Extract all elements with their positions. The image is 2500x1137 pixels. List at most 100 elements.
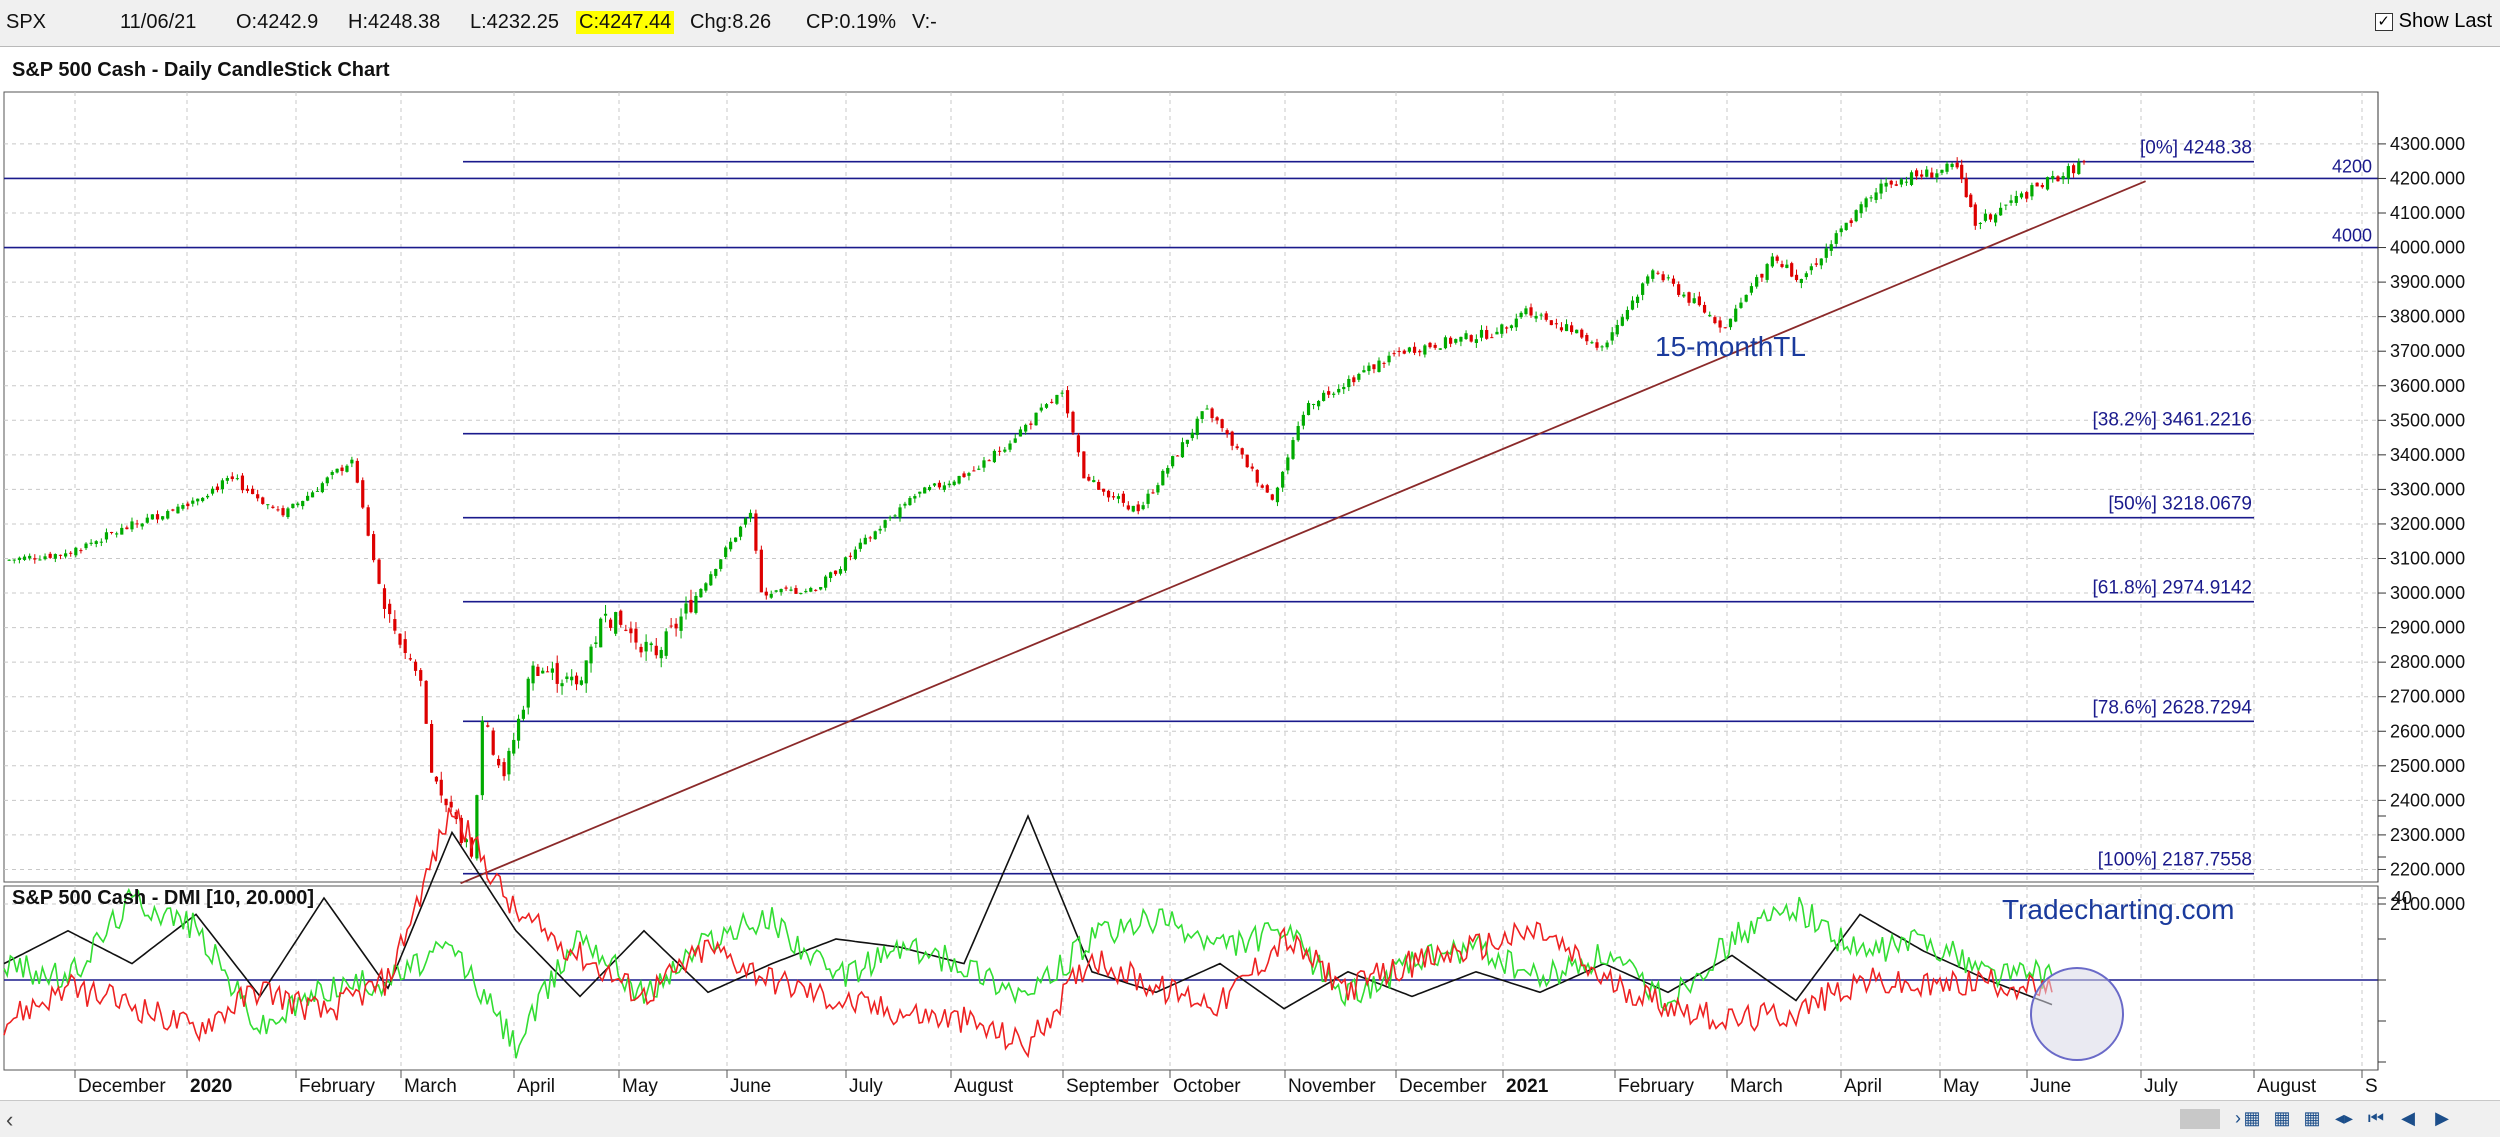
candle-up: [1575, 329, 1579, 334]
candle-up: [1765, 264, 1769, 280]
candle-down: [574, 675, 579, 685]
show-last-toggle[interactable]: ✓ Show Last: [2374, 10, 2492, 33]
x-tick-label: August: [954, 1076, 1014, 1097]
candle-up: [952, 481, 956, 486]
prev-page-icon[interactable]: ◀: [2401, 1108, 2415, 1128]
candle-up: [1834, 233, 1838, 244]
candle-down: [1136, 504, 1140, 512]
candle-up: [888, 517, 892, 519]
candle-up: [1116, 496, 1121, 499]
candle-up: [1495, 331, 1499, 335]
candle-down: [340, 467, 344, 472]
candle-down: [1111, 496, 1116, 498]
candle-up: [967, 473, 971, 476]
fit-icon[interactable]: ▦: [2303, 1108, 2321, 1128]
next-page-icon[interactable]: ▶: [2435, 1108, 2449, 1128]
candle-down: [545, 671, 550, 673]
candle-up: [7, 559, 11, 561]
candle-down: [215, 486, 220, 491]
candle-down: [366, 507, 370, 536]
candle-up: [2030, 185, 2034, 197]
candle-up: [286, 508, 290, 518]
scroll-right-icon[interactable]: ›: [2235, 1108, 2241, 1128]
zoom-out-icon[interactable]: ▦: [2273, 1108, 2291, 1128]
candle-up: [1357, 373, 1361, 380]
candle-up: [94, 541, 98, 544]
candle-up: [724, 547, 728, 557]
candle-down: [1220, 419, 1224, 429]
candle-down: [388, 603, 392, 615]
candle-down: [486, 725, 490, 727]
candle-up: [1999, 207, 2003, 216]
candle-down: [377, 559, 381, 584]
candle-up: [594, 642, 598, 644]
y-tick-label: 2100.000: [2390, 894, 2465, 914]
price-axis: 4300.000 4200.000 4100.000 4000.000 3900.000…: [2377, 92, 2465, 1070]
candle-up: [1464, 333, 1468, 340]
candle-up: [992, 450, 997, 463]
x-tick-label: May: [1943, 1076, 1979, 1097]
candle-up: [1190, 432, 1194, 439]
x-tick-label: December: [1399, 1076, 1487, 1097]
candle-up: [1744, 294, 1748, 302]
candle-up: [104, 532, 109, 540]
candle-up: [1332, 393, 1336, 395]
zoom-in-icon[interactable]: ▦: [2243, 1108, 2261, 1128]
candle-down: [619, 610, 623, 625]
candle-up: [1925, 169, 1929, 177]
candle-up: [266, 504, 270, 506]
fib-label: [0%] 4248.38: [2140, 138, 2252, 159]
y-tick-label: 3800.000: [2390, 307, 2465, 327]
candle-down: [361, 480, 365, 508]
candle-up: [210, 488, 215, 494]
candle-up: [1146, 493, 1150, 504]
horizontal-scrollbar[interactable]: ‹ › ▦ ▦ ▦ ◂▸ ⏮ ◀ ▶: [0, 1100, 2500, 1137]
candle-up: [2066, 166, 2070, 179]
candle-down: [1412, 346, 1417, 353]
y-tick-label: 4100.000: [2390, 203, 2465, 223]
y-tick-label: 3900.000: [2390, 272, 2465, 292]
candle-down: [689, 599, 693, 613]
candle-up: [2014, 196, 2018, 203]
y-tick-label: 3700.000: [2390, 341, 2465, 361]
candle-up: [1904, 181, 1909, 183]
candle-up: [330, 472, 334, 475]
candle-up: [1950, 163, 1954, 168]
x-tick-label: August: [2257, 1076, 2317, 1097]
candle-down: [372, 534, 376, 561]
candle-up: [1605, 342, 1609, 348]
candle-down: [1235, 446, 1239, 449]
x-tick-label: April: [1844, 1076, 1882, 1097]
candle-down: [1402, 350, 1406, 354]
candle-down: [2056, 176, 2060, 182]
candle-up: [291, 503, 295, 509]
candle-up: [1819, 258, 1823, 266]
horizontal-lines: 4200 4000 [0%] 4248.38 [38.2%] 3461.2216 [50…: [4, 138, 2378, 875]
trendline: [460, 180, 2146, 885]
first-page-icon[interactable]: ⏮: [2367, 1108, 2385, 1128]
candle-down: [48, 553, 52, 558]
candle-down: [639, 646, 643, 653]
candle-down: [998, 450, 1002, 452]
watermark-text: Tradecharting.com: [2002, 894, 2234, 925]
candle-up: [684, 603, 688, 614]
fib-label: [38.2%] 3461.2216: [2092, 410, 2252, 431]
checkbox-icon[interactable]: ✓: [2374, 12, 2393, 31]
candle-up: [982, 460, 986, 468]
scroll-thumb[interactable]: [2180, 1109, 2220, 1129]
candle-up: [679, 616, 683, 631]
compress-icon[interactable]: ◂▸: [2334, 1108, 2354, 1128]
candle-down: [1418, 350, 1422, 353]
candle-down: [276, 509, 280, 511]
candle-down: [1849, 220, 1853, 224]
candle-down: [1656, 272, 1660, 274]
candle-up: [838, 569, 843, 574]
scroll-left-icon[interactable]: ‹: [6, 1107, 14, 1132]
candle-up: [1479, 329, 1484, 338]
candle-down: [1126, 505, 1130, 510]
candle-down: [1071, 411, 1075, 433]
candle-up: [140, 523, 144, 527]
candle-up: [1824, 248, 1828, 258]
candle-down: [972, 470, 976, 472]
candle-up: [521, 709, 525, 719]
